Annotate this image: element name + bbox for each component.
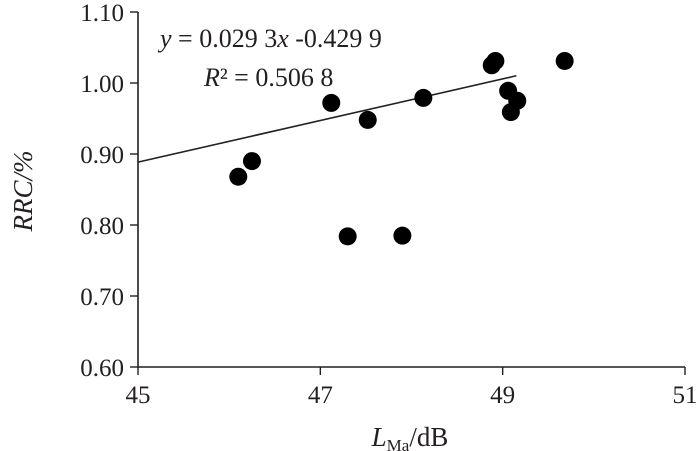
data-point (486, 51, 505, 70)
x-tick-label: 51 (673, 382, 698, 409)
data-points (229, 51, 574, 246)
regression-equation: y = 0.029 3x -0.429 9 (157, 24, 382, 53)
data-point (414, 88, 433, 107)
ticks: 0.60 0.70 0.80 0.90 1.00 1.10 45 47 49 51 (80, 0, 697, 409)
trendline-group (137, 74, 517, 163)
data-point (508, 91, 527, 110)
data-point (229, 167, 248, 186)
x-tick-label: 45 (126, 382, 151, 409)
data-point (338, 227, 357, 246)
data-point (393, 226, 412, 245)
y-axis-title: RRC/% (8, 151, 38, 233)
y-tick-label: 0.70 (80, 284, 124, 311)
y-tick-label: 1.00 (80, 71, 124, 98)
y-tick-label: 0.60 (80, 355, 124, 382)
x-tick-label: 47 (308, 382, 333, 409)
data-point (242, 152, 261, 171)
data-point (555, 51, 574, 70)
y-tick-label: 0.90 (80, 142, 124, 169)
axes (137, 12, 685, 368)
data-point (322, 93, 341, 112)
data-point (358, 110, 377, 129)
x-axis-title: LMa/dB (371, 422, 449, 451)
y-tick-label: 0.80 (80, 213, 124, 240)
y-tick-label: 1.10 (80, 0, 124, 27)
r-squared-label: R² = 0.506 8 (203, 63, 333, 92)
x-tick-label: 49 (490, 382, 515, 409)
trendline (137, 74, 517, 163)
